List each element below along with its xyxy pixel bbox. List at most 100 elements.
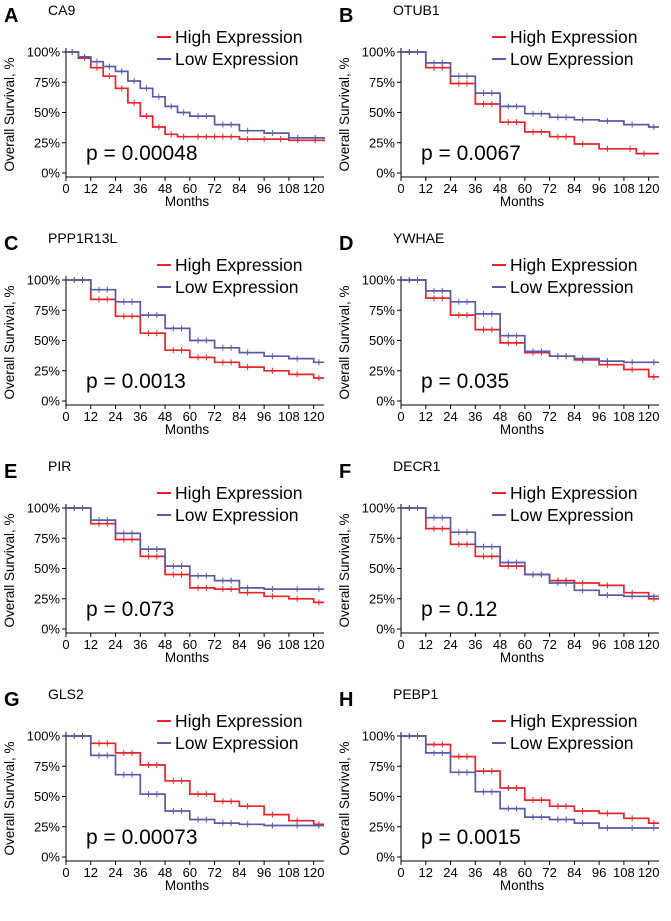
legend-label: High Expression (510, 483, 637, 503)
y-tick-label: 50% (34, 789, 60, 804)
x-tick-label: 60 (518, 409, 532, 424)
x-tick-label: 36 (133, 637, 147, 652)
p-value: p = 0.0067 (421, 142, 521, 165)
x-tick-label: 108 (278, 181, 300, 196)
km-panel-a: A CA9 0% 25% 50% 75% 100% 0 12 24 36 48 60 72 84 96 108 1… (2, 2, 325, 209)
km-panel-d: D YWHAE 0% 25% 50% 75% 100% 0 12 24 36 48 60 72 84 96 10… (337, 230, 660, 437)
x-tick-label: 36 (468, 637, 482, 652)
km-panel-f: F DECR1 0% 25% 50% 75% 100% 0 12 24 36 48 60 72 84 96 10… (337, 458, 660, 665)
p-value: p = 0.0013 (86, 370, 186, 393)
high-expression-curve (66, 279, 324, 379)
y-tick-label: 0% (376, 850, 395, 865)
legend-label: Low Expression (510, 277, 634, 297)
x-tick-label: 12 (84, 409, 98, 424)
panel-letter: E (4, 461, 17, 483)
x-tick-label: 96 (257, 637, 271, 652)
y-tick-label: 100% (27, 729, 61, 744)
x-tick-label: 96 (257, 181, 271, 196)
x-tick-label: 0 (397, 409, 404, 424)
legend-label: Low Expression (510, 49, 634, 69)
x-tick-label: 12 (84, 181, 98, 196)
low-expression-curve (401, 507, 659, 598)
legend-label: High Expression (175, 483, 302, 503)
legend-label: Low Expression (175, 733, 299, 753)
legend-label: High Expression (175, 711, 302, 731)
panel-letter: D (339, 233, 353, 255)
y-axis-title: Overall Survival, % (337, 741, 352, 855)
km-panel-c: C PPP1R13L 0% 25% 50% 75% 100% 0 12 24 36 48 60 72 84 9… (2, 230, 325, 437)
low-expression-curve (401, 279, 659, 364)
x-tick-label: 108 (278, 637, 300, 652)
y-tick-label: 0% (376, 166, 395, 181)
high-expression-curve (401, 735, 659, 824)
y-axis-title: Overall Survival, % (337, 513, 352, 627)
panel-letter: A (4, 5, 18, 27)
x-tick-label: 72 (207, 637, 221, 652)
x-tick-label: 48 (158, 181, 172, 196)
x-tick-label: 120 (303, 181, 325, 196)
x-axis-title: Months (500, 194, 545, 209)
x-axis-title: Months (500, 422, 545, 437)
low-expression-curve (66, 507, 324, 590)
y-axis-title: Overall Survival, % (337, 57, 352, 171)
x-tick-label: 60 (518, 637, 532, 652)
y-tick-label: 25% (34, 819, 60, 834)
x-axis-title: Months (165, 422, 210, 437)
x-tick-label: 120 (638, 181, 660, 196)
legend-label: High Expression (175, 27, 302, 47)
x-tick-label: 108 (613, 409, 635, 424)
y-tick-label: 100% (27, 45, 61, 60)
x-tick-label: 84 (232, 637, 246, 652)
x-tick-label: 84 (567, 409, 581, 424)
x-axis-title: Months (500, 878, 545, 893)
p-value: p = 0.00048 (86, 142, 198, 165)
x-tick-label: 72 (207, 409, 221, 424)
x-tick-label: 0 (397, 637, 404, 652)
p-value: p = 0.035 (421, 370, 509, 393)
gene-title: GLS2 (48, 686, 84, 702)
x-tick-label: 84 (232, 865, 246, 880)
x-axis-title: Months (165, 650, 210, 665)
x-tick-label: 36 (468, 409, 482, 424)
panel-letter: B (339, 5, 353, 27)
y-tick-label: 100% (27, 273, 61, 288)
y-tick-label: 0% (376, 622, 395, 637)
x-tick-label: 96 (592, 865, 606, 880)
y-tick-label: 0% (41, 166, 60, 181)
x-tick-label: 84 (232, 409, 246, 424)
y-tick-label: 25% (369, 819, 395, 834)
low-expression-curve (66, 279, 324, 364)
y-axis-title: Overall Survival, % (337, 285, 352, 399)
p-value: p = 0.0015 (421, 826, 521, 849)
y-tick-label: 100% (362, 729, 396, 744)
p-value: p = 0.00073 (86, 826, 198, 849)
x-tick-label: 60 (183, 181, 197, 196)
x-tick-label: 96 (592, 181, 606, 196)
x-tick-label: 24 (443, 865, 457, 880)
x-tick-label: 24 (443, 181, 457, 196)
x-tick-label: 108 (613, 637, 635, 652)
gene-title: PPP1R13L (48, 230, 117, 246)
legend-label: Low Expression (510, 733, 634, 753)
y-tick-label: 75% (34, 759, 60, 774)
legend-label: Low Expression (175, 505, 299, 525)
y-tick-label: 50% (369, 561, 395, 576)
y-tick-label: 75% (369, 759, 395, 774)
x-tick-label: 84 (567, 637, 581, 652)
km-panel-e: E PIR 0% 25% 50% 75% 100% 0 12 24 36 48 60 72 84 96 108 1… (2, 458, 325, 665)
y-tick-label: 0% (376, 394, 395, 409)
y-axis-title: Overall Survival, % (2, 513, 17, 627)
x-tick-label: 24 (443, 637, 457, 652)
x-tick-label: 72 (542, 181, 556, 196)
x-tick-label: 72 (207, 865, 221, 880)
x-tick-label: 24 (443, 409, 457, 424)
x-tick-label: 84 (567, 865, 581, 880)
x-tick-label: 48 (493, 409, 507, 424)
legend-label: High Expression (510, 27, 637, 47)
y-axis-title: Overall Survival, % (2, 741, 17, 855)
y-tick-label: 0% (41, 394, 60, 409)
panel-letter: H (339, 689, 353, 711)
x-tick-label: 36 (468, 181, 482, 196)
legend-label: Low Expression (175, 49, 299, 69)
y-tick-label: 50% (34, 561, 60, 576)
